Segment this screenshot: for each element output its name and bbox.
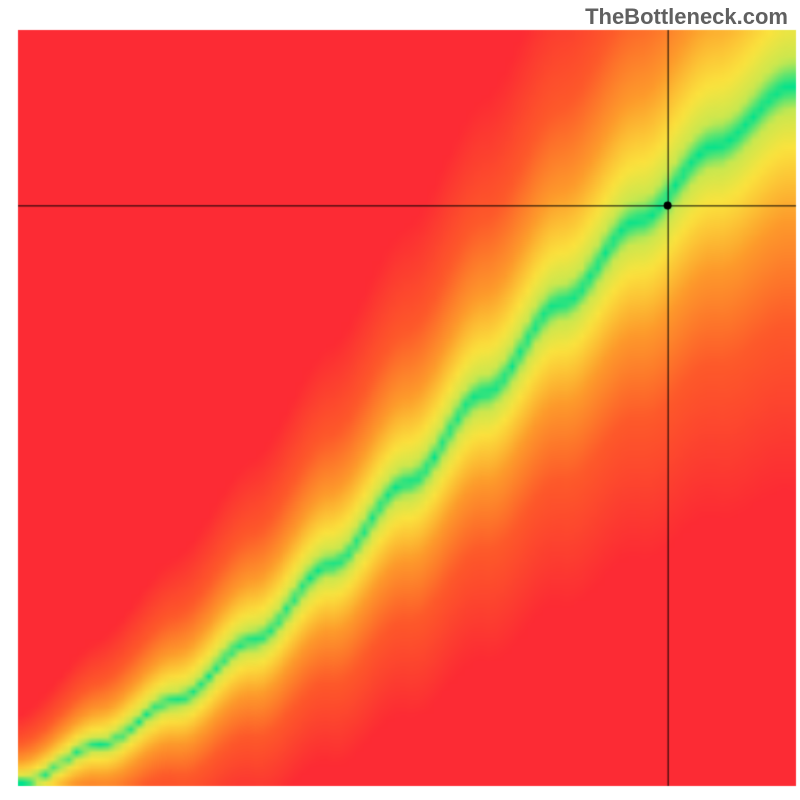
chart-container: TheBottleneck.com bbox=[0, 0, 800, 800]
watermark-text: TheBottleneck.com bbox=[585, 4, 788, 30]
bottleneck-heatmap bbox=[0, 0, 800, 800]
